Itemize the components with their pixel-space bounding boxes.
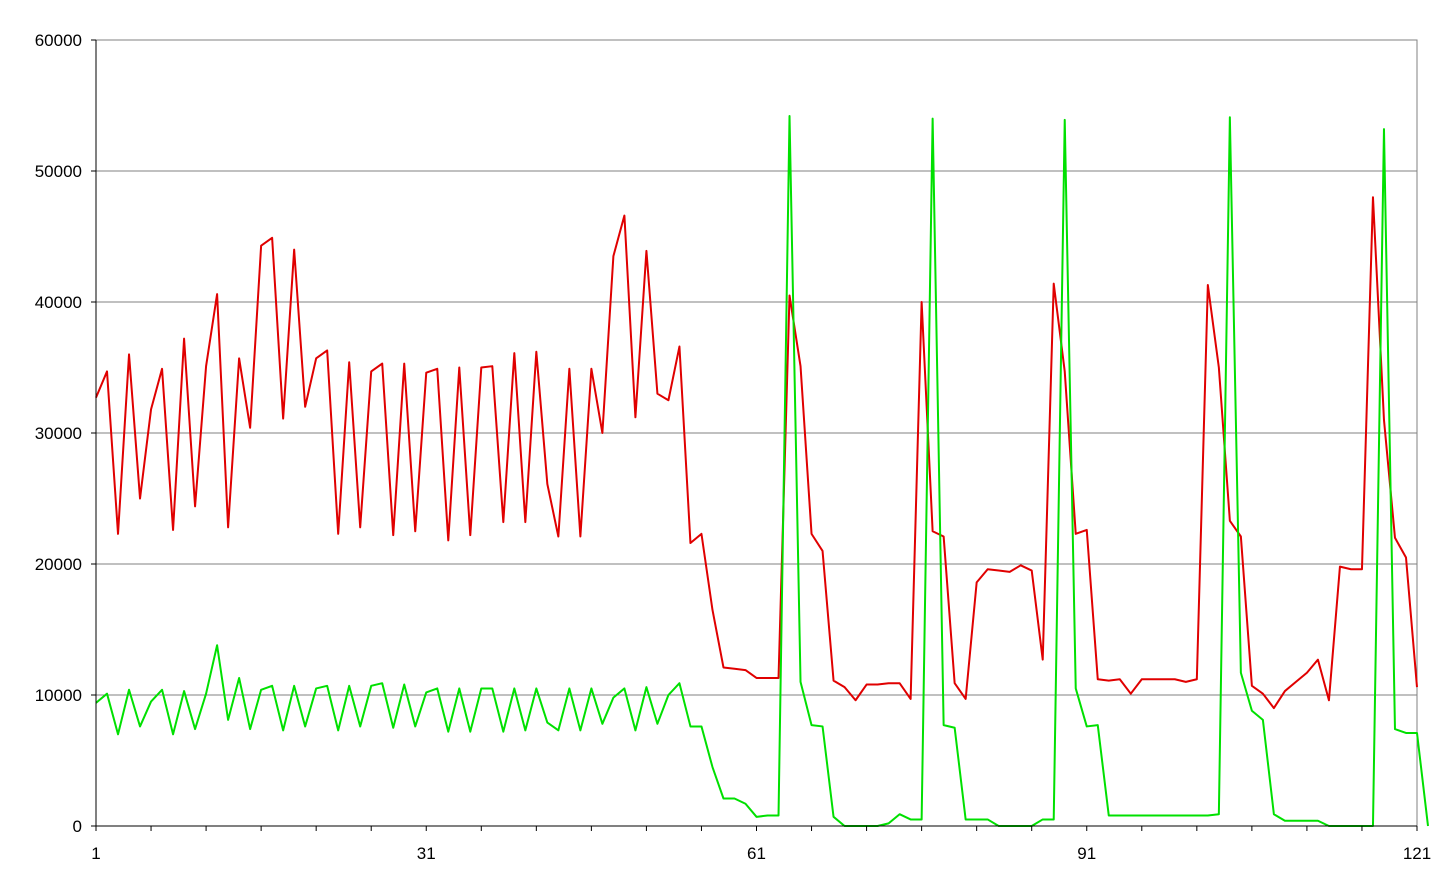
x-axis-tick-labels: 1 31 61 91 121 bbox=[91, 844, 1431, 863]
axes bbox=[91, 39, 1418, 831]
series-line-2 bbox=[95, 114, 1430, 827]
y-tick-label-50000: 50000 bbox=[35, 162, 82, 181]
gridlines bbox=[96, 170, 1417, 696]
y-tick-label-0: 0 bbox=[73, 817, 82, 836]
y-tick-label-30000: 30000 bbox=[35, 424, 82, 443]
y-tick-label-20000: 20000 bbox=[35, 555, 82, 574]
series-layer bbox=[95, 114, 1430, 827]
y-tick-label-40000: 40000 bbox=[35, 293, 82, 312]
x-tick-label-31: 31 bbox=[417, 844, 436, 863]
x-tick-label-1: 1 bbox=[91, 844, 100, 863]
x-tick-label-121: 121 bbox=[1403, 844, 1431, 863]
x-tick-label-91: 91 bbox=[1077, 844, 1096, 863]
y-tick-label-10000: 10000 bbox=[35, 686, 82, 705]
x-tick-label-61: 61 bbox=[747, 844, 766, 863]
y-tick-label-60000: 60000 bbox=[35, 31, 82, 50]
y-axis-tick-labels: 0 10000 20000 30000 40000 50000 60000 bbox=[35, 31, 82, 836]
series-line-1 bbox=[95, 196, 1418, 710]
